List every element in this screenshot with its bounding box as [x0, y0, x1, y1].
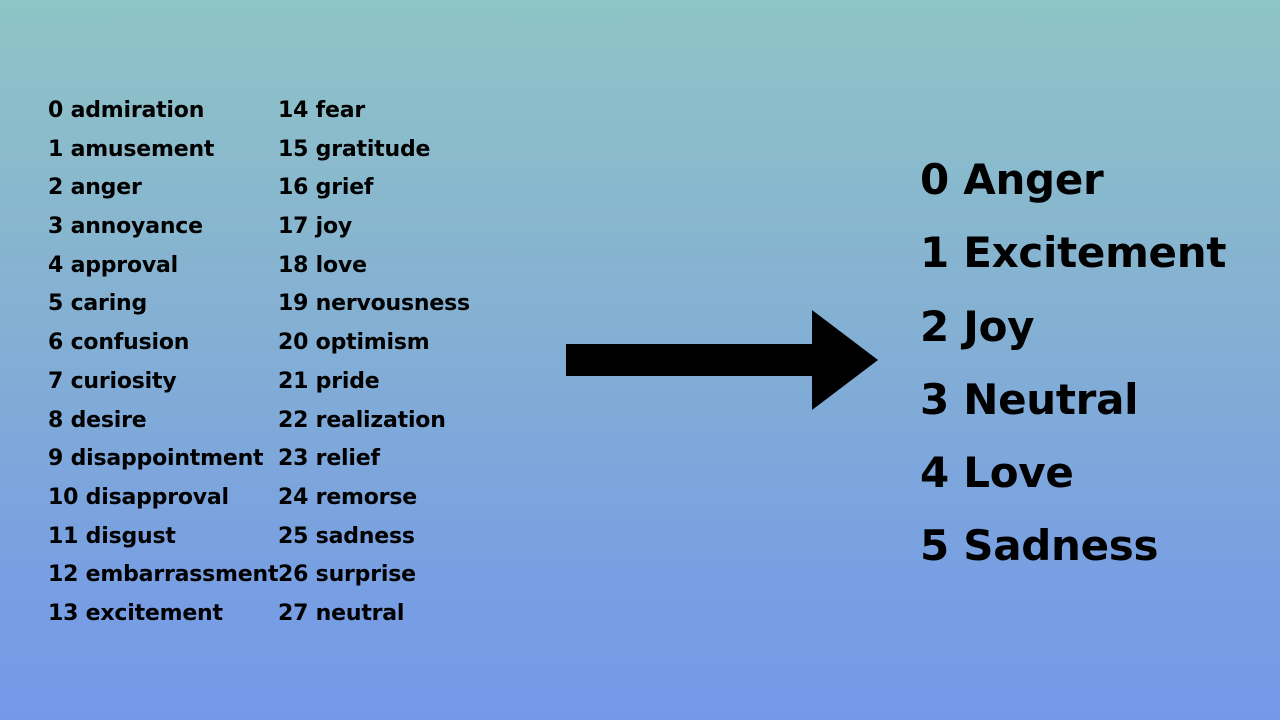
right-arrow-icon: [566, 310, 878, 410]
source-label-item: 4 approval: [48, 252, 179, 278]
source-label-item: 15 gratitude: [278, 136, 431, 162]
source-label-item: 2 anger: [48, 175, 142, 201]
source-label-item: 9 disappointment: [48, 446, 264, 472]
source-label-item: 7 curiosity: [48, 368, 177, 394]
source-label-item: 16 grief: [278, 175, 374, 201]
source-label-item: 17 joy: [278, 214, 353, 240]
source-label-item: 23 relief: [278, 446, 380, 472]
source-label-item: 18 love: [278, 252, 367, 278]
target-label-item: 1 Excitement: [920, 228, 1227, 278]
source-label-item: 26 surprise: [278, 562, 416, 588]
source-label-item: 13 excitement: [48, 600, 223, 626]
source-label-item: 24 remorse: [278, 484, 417, 510]
source-label-item: 21 pride: [278, 368, 380, 394]
source-label-item: 8 desire: [48, 407, 147, 433]
source-label-item: 10 disapproval: [48, 484, 229, 510]
source-labels-column-2: 14 fear 15 gratitude 16 grief 17 joy 18 …: [278, 94, 518, 636]
source-label-item: 27 neutral: [278, 600, 405, 626]
source-label-item: 19 nervousness: [278, 291, 470, 317]
source-label-item: 5 caring: [48, 291, 148, 317]
source-label-item: 20 optimism: [278, 330, 430, 356]
source-label-item: 6 confusion: [48, 330, 190, 356]
source-label-item: 0 admiration: [48, 98, 205, 123]
source-label-item: 11 disgust: [48, 523, 176, 549]
target-label-item: 5 Sadness: [920, 521, 1159, 571]
target-label-item: 0 Anger: [920, 155, 1104, 204]
target-labels-list: 0 Anger 1 Excitement 2 Joy 3 Neutral 4 L…: [920, 150, 1226, 590]
target-label-item: 3 Neutral: [920, 374, 1139, 424]
source-label-item: 3 annoyance: [48, 214, 203, 240]
source-label-item: 25 sadness: [278, 523, 415, 549]
source-labels-column-1: 0 admiration 1 amusement 2 anger 3 annoy…: [48, 94, 279, 636]
target-label-item: 2 Joy: [920, 301, 1035, 351]
source-label-item: 14 fear: [278, 98, 366, 123]
source-label-item: 1 amusement: [48, 136, 215, 162]
source-label-item: 22 realization: [278, 407, 446, 433]
source-label-item: 12 embarrassment: [48, 562, 279, 588]
target-label-item: 4 Love: [920, 448, 1074, 498]
